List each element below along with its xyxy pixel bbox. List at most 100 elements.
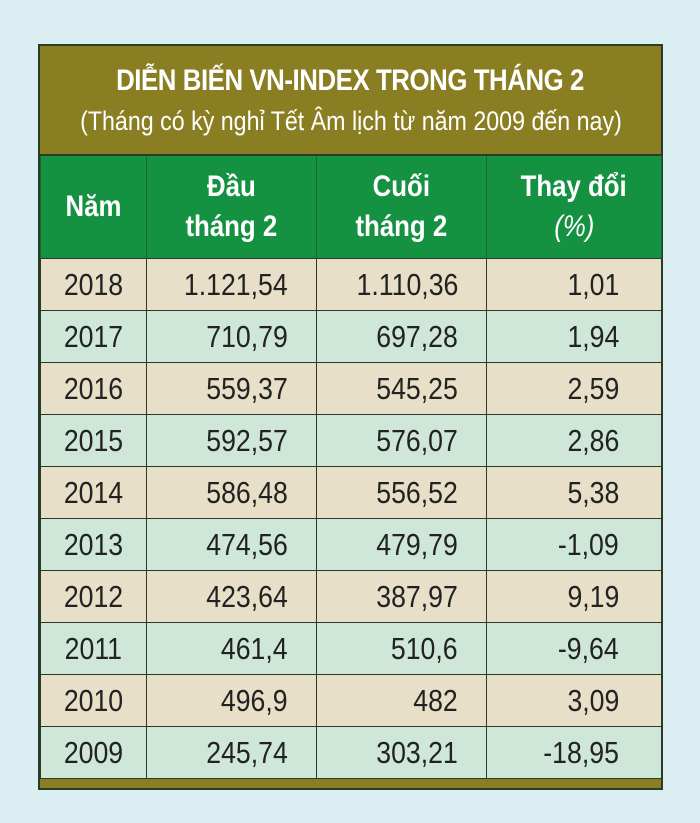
header-row: Năm Đầu tháng 2 Cuối tháng 2 Thay đổi (%… [40, 154, 662, 259]
header-year: Năm [40, 154, 147, 259]
cell-end-of-february: 576,07 [316, 414, 487, 467]
cell-end-of-february-value: 482 [413, 682, 458, 718]
table-row: 2015 592,57 576,07 2,86 [40, 414, 662, 467]
cell-start-of-february-value: 461,4 [221, 630, 288, 666]
cell-end-of-february-value: 1.110,36 [356, 266, 458, 302]
cell-start-of-february: 1.121,54 [146, 258, 317, 311]
cell-year-value: 2012 [63, 578, 124, 614]
cell-end-of-february-value: 510,6 [391, 630, 458, 666]
cell-change-percent: 1,01 [486, 258, 662, 311]
cell-start-of-february-value: 496,9 [221, 682, 288, 718]
table-row: 2018 1.121,54 1.110,36 1,01 [40, 258, 662, 311]
cell-end-of-february-value: 576,07 [376, 422, 458, 458]
cell-start-of-february: 461,4 [146, 622, 317, 675]
cell-end-of-february-value: 303,21 [376, 734, 458, 770]
cell-year-value: 2009 [63, 734, 124, 770]
cell-end-of-february: 387,97 [316, 570, 487, 623]
cell-change-percent-value: 1,94 [567, 318, 619, 354]
table-row: 2013 474,56 479,79 -1,09 [40, 518, 662, 571]
cell-start-of-february: 592,57 [146, 414, 317, 467]
cell-year: 2016 [40, 362, 147, 415]
cell-year: 2012 [40, 570, 147, 623]
cell-end-of-february: 697,28 [316, 310, 487, 363]
cell-start-of-february-value: 710,79 [206, 318, 288, 354]
cell-start-of-february: 710,79 [146, 310, 317, 363]
cell-change-percent: 5,38 [486, 466, 662, 519]
cell-start-of-february-value: 1.121,54 [184, 266, 288, 302]
cell-start-of-february: 474,56 [146, 518, 317, 571]
cell-year: 2014 [40, 466, 147, 519]
cell-year: 2013 [40, 518, 147, 571]
cell-change-percent-value: 2,86 [567, 422, 619, 458]
cell-year-value: 2011 [64, 630, 123, 666]
cell-start-of-february-value: 586,48 [206, 474, 288, 510]
cell-change-percent-value: 9,19 [567, 578, 619, 614]
table-row: 2014 586,48 556,52 5,38 [40, 466, 662, 519]
cell-change-percent: 1,94 [486, 310, 662, 363]
cell-end-of-february: 510,6 [316, 622, 487, 675]
cell-change-percent-value: -18,95 [543, 734, 619, 770]
cell-start-of-february-value: 592,57 [206, 422, 288, 458]
table-row: 2009 245,74 303,21 -18,95 [40, 726, 662, 779]
cell-year-value: 2016 [63, 370, 124, 406]
table-row: 2016 559,37 545,25 2,59 [40, 362, 662, 415]
cell-year-value: 2015 [63, 422, 124, 458]
table-body: 2018 1.121,54 1.110,36 1,01 2017 710,79 697,28… [40, 258, 662, 779]
cell-year: 2017 [40, 310, 147, 363]
cell-start-of-february: 423,64 [146, 570, 317, 623]
cell-end-of-february-value: 387,97 [376, 578, 458, 614]
header-end-of-february: Cuối tháng 2 [316, 154, 487, 259]
cell-year: 2010 [40, 674, 147, 727]
cell-change-percent: -18,95 [486, 726, 662, 779]
cell-change-percent-value: -9,64 [558, 630, 619, 666]
cell-year-value: 2010 [63, 682, 124, 718]
cell-start-of-february-value: 423,64 [206, 578, 288, 614]
cell-change-percent: 3,09 [486, 674, 662, 727]
cell-start-of-february: 496,9 [146, 674, 317, 727]
table-row: 2012 423,64 387,97 9,19 [40, 570, 662, 623]
cell-change-percent-value: 5,38 [567, 474, 619, 510]
cell-end-of-february: 545,25 [316, 362, 487, 415]
cell-end-of-february: 479,79 [316, 518, 487, 571]
cell-start-of-february: 559,37 [146, 362, 317, 415]
cell-change-percent: 2,86 [486, 414, 662, 467]
cell-end-of-february: 1.110,36 [316, 258, 487, 311]
cell-year: 2009 [40, 726, 147, 779]
cell-year: 2018 [40, 258, 147, 311]
table-row: 2011 461,4 510,6 -9,64 [40, 622, 662, 675]
table-row: 2017 710,79 697,28 1,94 [40, 310, 662, 363]
table-title: DIỄN BIẾN VN-INDEX TRONG THÁNG 2 [116, 64, 585, 97]
cell-year: 2011 [40, 622, 147, 675]
cell-year-value: 2013 [63, 526, 124, 562]
cell-end-of-february-value: 479,79 [376, 526, 458, 562]
title-block: DIỄN BIẾN VN-INDEX TRONG THÁNG 2 (Tháng … [40, 46, 661, 154]
cell-start-of-february: 245,74 [146, 726, 317, 779]
cell-year: 2015 [40, 414, 147, 467]
cell-change-percent: 2,59 [486, 362, 662, 415]
cell-change-percent-value: -1,09 [558, 526, 619, 562]
cell-end-of-february-value: 545,25 [376, 370, 458, 406]
cell-start-of-february-value: 559,37 [206, 370, 288, 406]
table-row: 2010 496,9 482 3,09 [40, 674, 662, 727]
cell-year-value: 2014 [63, 474, 124, 510]
cell-change-percent: -1,09 [486, 518, 662, 571]
header-change-percent: Thay đổi (%) [486, 154, 662, 259]
cell-start-of-february-value: 245,74 [206, 734, 288, 770]
cell-end-of-february-value: 556,52 [376, 474, 458, 510]
table-subtitle: (Tháng có kỳ nghỉ Tết Âm lịch từ năm 200… [79, 106, 622, 136]
cell-year-value: 2017 [63, 318, 124, 354]
cell-end-of-february: 482 [316, 674, 487, 727]
cell-start-of-february: 586,48 [146, 466, 317, 519]
vn-index-table: Năm Đầu tháng 2 Cuối tháng 2 Thay đổi (%… [40, 154, 662, 779]
cell-change-percent-value: 1,01 [567, 266, 619, 302]
cell-end-of-february-value: 697,28 [376, 318, 458, 354]
header-start-of-february: Đầu tháng 2 [146, 154, 317, 259]
cell-change-percent: 9,19 [486, 570, 662, 623]
cell-change-percent-value: 2,59 [567, 370, 619, 406]
cell-end-of-february: 556,52 [316, 466, 487, 519]
cell-year-value: 2018 [63, 266, 124, 302]
cell-end-of-february: 303,21 [316, 726, 487, 779]
vn-index-table-card: DIỄN BIẾN VN-INDEX TRONG THÁNG 2 (Tháng … [38, 44, 663, 790]
cell-start-of-february-value: 474,56 [206, 526, 288, 562]
cell-change-percent-value: 3,09 [567, 682, 619, 718]
